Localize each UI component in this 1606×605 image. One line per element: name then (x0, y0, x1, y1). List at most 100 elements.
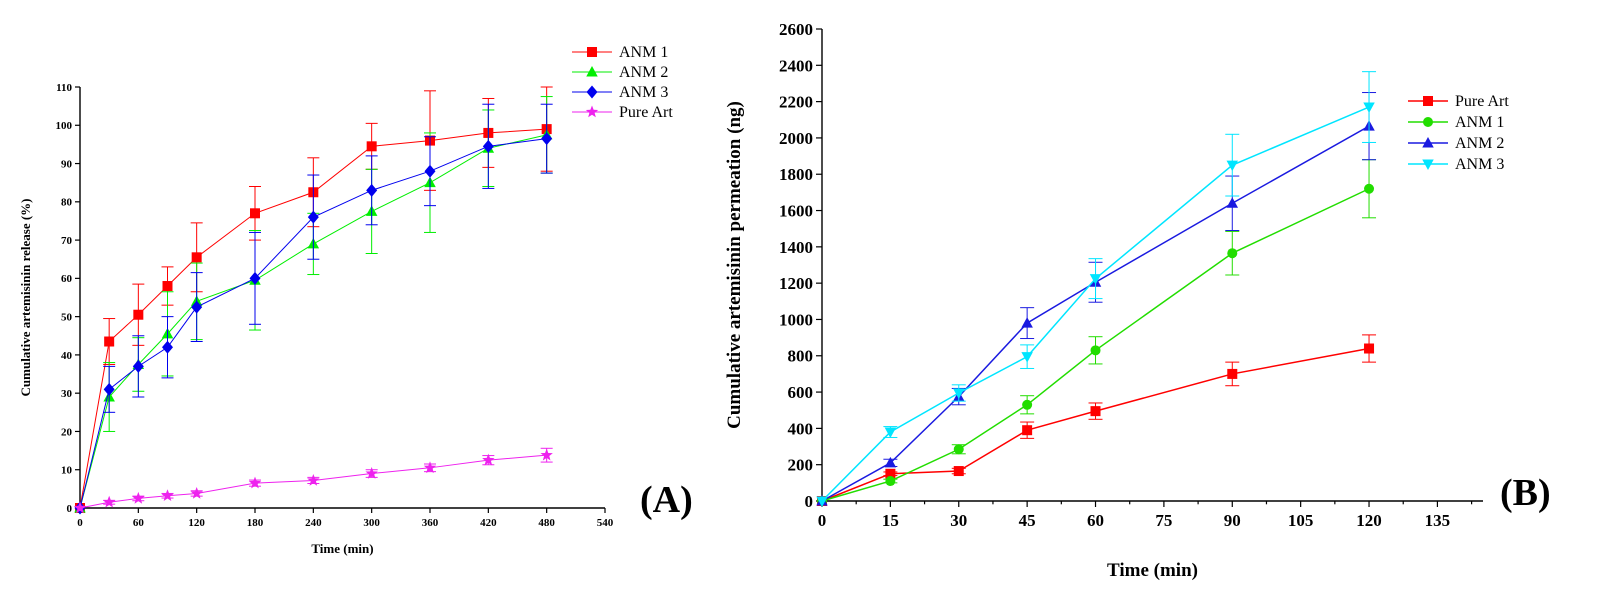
data-point (366, 183, 378, 197)
y-tick-label: 110 (56, 82, 72, 94)
legend-label: ANM 1 (1455, 114, 1504, 131)
y-tick-label: 2600 (779, 20, 813, 39)
x-tick-label: 60 (133, 517, 145, 529)
y-tick-label: 1800 (779, 165, 813, 184)
data-point (953, 466, 964, 477)
x-tick-label: 15 (882, 511, 899, 530)
data-point (73, 501, 87, 514)
data-point (162, 281, 173, 292)
data-point (249, 271, 261, 285)
y-tick-label: 1400 (779, 238, 813, 257)
y-tick-label: 1200 (779, 274, 813, 293)
legend-marker (1422, 137, 1434, 148)
x-tick-label: 120 (188, 517, 205, 529)
x-tick-label: 60 (1087, 511, 1104, 530)
data-point (1363, 102, 1375, 114)
legend-label: ANM 3 (1455, 156, 1504, 173)
x-tick-label: 480 (538, 517, 555, 529)
data-point (423, 461, 437, 474)
x-tick-label: 540 (597, 517, 614, 529)
data-point (365, 467, 378, 479)
data-point (162, 340, 173, 354)
data-point (248, 476, 262, 489)
y-tick-label: 800 (788, 347, 814, 366)
data-point (482, 453, 495, 466)
data-point (191, 300, 203, 314)
data-point (190, 486, 203, 499)
y-tick-label: 50 (61, 311, 73, 323)
data-point (1364, 183, 1375, 194)
data-point (885, 468, 896, 479)
y-tick-label: 70 (61, 235, 73, 247)
data-point (132, 359, 144, 373)
data-point (103, 382, 115, 396)
data-point (161, 489, 174, 502)
series-2 (74, 103, 553, 515)
data-point (1022, 425, 1033, 436)
series-3 (816, 71, 1377, 507)
data-point (953, 388, 965, 399)
legend-label: ANM 3 (619, 84, 668, 101)
series-0 (817, 334, 1377, 506)
legend-marker (585, 105, 599, 118)
y-tick-label: 20 (61, 426, 73, 438)
x-tick-label: 0 (77, 517, 83, 529)
y-axis-label: Cumulative artemisinin release (%) (18, 199, 33, 397)
data-point (885, 476, 896, 487)
data-point (1021, 317, 1033, 328)
legend-marker (1423, 96, 1433, 106)
legend-marker (1423, 117, 1433, 127)
data-point (1090, 345, 1101, 356)
x-tick-label: 120 (1356, 511, 1382, 530)
y-tick-label: 0 (67, 503, 73, 515)
legend-label: Pure Art (619, 104, 673, 121)
y-tick-label: 200 (788, 456, 814, 475)
data-point (1226, 160, 1239, 172)
y-tick-label: 2000 (779, 129, 813, 148)
data-point (816, 496, 828, 507)
legend: ANM 1 ANM 2 ANM 3 Pure Art (572, 44, 673, 121)
legend: Pure Art ANM 1 ANM 2 ANM 3 (1408, 93, 1509, 173)
data-point (1226, 197, 1239, 208)
legend-label: ANM 1 (619, 44, 668, 61)
data-point (1022, 399, 1033, 410)
series-1 (817, 159, 1377, 506)
x-tick-label: 0 (818, 511, 827, 530)
data-point (307, 473, 320, 486)
data-point (1089, 274, 1102, 285)
data-point (482, 139, 494, 153)
x-tick-label: 135 (1425, 511, 1451, 530)
x-tick-label: 240 (305, 517, 322, 529)
panel-label: (A) (640, 479, 693, 521)
legend-label: Pure Art (1455, 93, 1509, 110)
legend-label: ANM 2 (619, 64, 668, 81)
y-tick-label: 2400 (779, 56, 813, 75)
data-point (132, 491, 145, 504)
panel-label: (B) (1500, 472, 1551, 514)
y-tick-label: 1600 (779, 201, 813, 220)
y-tick-label: 90 (61, 158, 73, 170)
x-axis-label: Time (min) (311, 541, 373, 556)
x-tick-label: 105 (1288, 511, 1314, 530)
chart-a: 0 60 120 180 240 300 360 420 480 540 0 10 20 30 40 50 60… (18, 44, 693, 556)
y-tick-label: 100 (56, 120, 73, 132)
data-point (1090, 406, 1101, 417)
x-tick-label: 180 (247, 517, 264, 529)
chart-b: 0 15 30 45 60 75 90 105 120 135 0 200 400 600 800 1000 1… (724, 20, 1551, 581)
data-point (250, 208, 260, 219)
y-tick-label: 0 (805, 492, 814, 511)
data-point (884, 456, 897, 468)
y-tick-label: 600 (788, 383, 814, 402)
data-point (1021, 352, 1033, 363)
x-tick-label: 420 (480, 517, 497, 529)
y-tick-label: 40 (61, 350, 73, 362)
series-0 (75, 86, 553, 513)
x-tick-label: 360 (422, 517, 439, 529)
y-tick-label: 2200 (779, 93, 813, 112)
data-point (540, 448, 553, 461)
data-point (1227, 248, 1238, 259)
y-axis-label: Cumulative artemisinin permeation (ng) (724, 101, 745, 429)
x-tick-label: 90 (1224, 511, 1241, 530)
legend-marker (586, 85, 598, 99)
